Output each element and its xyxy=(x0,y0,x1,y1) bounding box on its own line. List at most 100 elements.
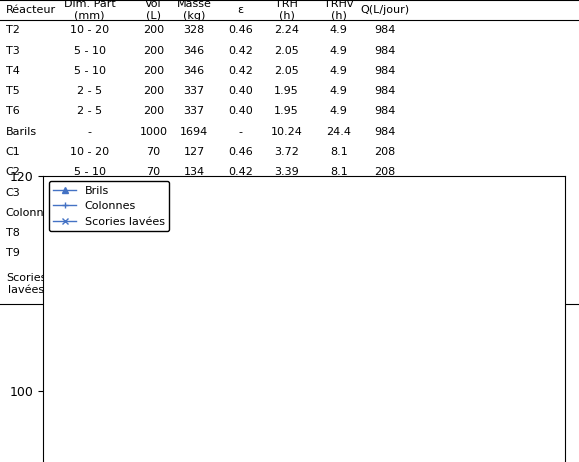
Text: T9: T9 xyxy=(6,249,20,258)
Text: C3: C3 xyxy=(6,188,20,198)
Text: 8.1: 8.1 xyxy=(330,188,347,198)
Text: 200: 200 xyxy=(143,228,164,238)
Text: 200: 200 xyxy=(143,66,164,76)
Text: ε: ε xyxy=(237,5,243,15)
Text: 5 - 10: 5 - 10 xyxy=(74,228,106,238)
Text: 1694: 1694 xyxy=(180,127,208,137)
Text: 328: 328 xyxy=(184,249,204,258)
Text: Vol
(L): Vol (L) xyxy=(145,0,162,21)
Text: 328: 328 xyxy=(184,228,204,238)
Text: 200: 200 xyxy=(143,46,164,55)
Text: 984: 984 xyxy=(375,66,395,76)
Text: 10.34: 10.34 xyxy=(271,208,302,218)
Text: 400: 400 xyxy=(143,279,164,289)
Text: 984: 984 xyxy=(375,127,395,137)
Text: 0.42: 0.42 xyxy=(228,66,252,76)
Text: 0.40: 0.40 xyxy=(228,188,252,198)
Text: 274: 274 xyxy=(375,249,395,258)
Text: 0.46: 0.46 xyxy=(228,228,252,238)
Text: T3: T3 xyxy=(6,46,20,55)
Text: 2 - 5: 2 - 5 xyxy=(77,106,102,116)
Text: 24.4: 24.4 xyxy=(326,127,351,137)
Text: 208: 208 xyxy=(375,208,395,218)
Text: 10 - 20: 10 - 20 xyxy=(70,147,109,157)
Text: -: - xyxy=(88,127,91,137)
Text: 984: 984 xyxy=(375,86,395,96)
Text: 208: 208 xyxy=(375,167,395,177)
Text: 392: 392 xyxy=(184,208,204,218)
Text: 3.72: 3.72 xyxy=(274,147,299,157)
Text: T6: T6 xyxy=(6,106,20,116)
Text: 0.42: 0.42 xyxy=(228,249,252,258)
Text: 2.24: 2.24 xyxy=(274,25,299,36)
Text: Dim. Part
(mm): Dim. Part (mm) xyxy=(64,0,116,21)
Text: 70: 70 xyxy=(146,188,160,198)
Text: 0.40: 0.40 xyxy=(228,106,252,116)
Text: 3.23: 3.23 xyxy=(274,188,299,198)
Text: 346: 346 xyxy=(184,66,204,76)
Text: T4: T4 xyxy=(6,66,20,76)
Legend: Brils, Colonnes, Scories lavées: Brils, Colonnes, Scories lavées xyxy=(49,181,169,231)
Text: Masse
(kg): Masse (kg) xyxy=(177,0,211,21)
Text: TRH
(h): TRH (h) xyxy=(275,0,298,21)
Text: 4.9: 4.9 xyxy=(330,46,347,55)
Text: 8.1: 8.1 xyxy=(330,167,347,177)
Text: 274: 274 xyxy=(375,279,395,289)
Text: 0.46: 0.46 xyxy=(228,25,252,36)
Text: 1.95: 1.95 xyxy=(274,106,299,116)
Text: 5 - 10: 5 - 10 xyxy=(74,46,106,55)
Text: Réacteur: Réacteur xyxy=(6,5,56,15)
Text: C2: C2 xyxy=(6,167,21,177)
Text: 17.5: 17.5 xyxy=(327,249,351,258)
Text: 0.40: 0.40 xyxy=(228,86,252,96)
Text: C1: C1 xyxy=(6,147,20,157)
Text: 3.39: 3.39 xyxy=(274,167,299,177)
Text: 346: 346 xyxy=(184,279,204,289)
Text: -: - xyxy=(239,127,242,137)
Text: 328: 328 xyxy=(184,25,204,36)
Text: 200: 200 xyxy=(143,249,164,258)
Text: 5 - 10: 5 - 10 xyxy=(74,167,106,177)
Text: 274: 274 xyxy=(375,228,395,238)
Text: 984: 984 xyxy=(375,46,395,55)
Text: Colonnes: Colonnes xyxy=(6,208,57,218)
Text: 70: 70 xyxy=(146,147,160,157)
Text: 200: 200 xyxy=(143,25,164,36)
Text: 208: 208 xyxy=(375,147,395,157)
Text: Q(L/jour): Q(L/jour) xyxy=(361,5,409,15)
Text: 337: 337 xyxy=(184,86,204,96)
Text: 1000: 1000 xyxy=(140,127,167,137)
Text: TRHv
(h): TRHv (h) xyxy=(324,0,353,21)
Text: 4.9: 4.9 xyxy=(330,66,347,76)
Text: 15.42: 15.42 xyxy=(270,279,303,289)
Text: 131: 131 xyxy=(184,188,204,198)
Text: 984: 984 xyxy=(375,25,395,36)
Text: 10 - 20: 10 - 20 xyxy=(70,25,109,36)
Text: 35.0: 35.0 xyxy=(327,279,351,289)
Text: 2 - 5: 2 - 5 xyxy=(77,188,102,198)
Text: 8.1: 8.1 xyxy=(330,147,347,157)
Text: 24.2: 24.2 xyxy=(326,208,351,218)
Text: 0.46: 0.46 xyxy=(228,147,252,157)
Text: 5 - 10: 5 - 10 xyxy=(74,249,106,258)
Text: 8.06: 8.06 xyxy=(274,228,299,238)
Text: 2.05: 2.05 xyxy=(274,46,299,55)
Text: 4.9: 4.9 xyxy=(330,25,347,36)
Text: Scories
lavées: Scories lavées xyxy=(6,273,46,295)
Text: -: - xyxy=(239,279,242,289)
Text: 4.9: 4.9 xyxy=(330,106,347,116)
Text: 2 - 5: 2 - 5 xyxy=(77,86,102,96)
Text: 134: 134 xyxy=(184,167,204,177)
Text: 10.24: 10.24 xyxy=(270,127,303,137)
Text: 2.05: 2.05 xyxy=(274,66,299,76)
Text: 210: 210 xyxy=(143,208,164,218)
Text: -: - xyxy=(88,208,91,218)
Text: 0.42: 0.42 xyxy=(228,46,252,55)
Text: 17.5: 17.5 xyxy=(327,228,351,238)
Text: -: - xyxy=(88,279,91,289)
Text: T5: T5 xyxy=(6,86,20,96)
Text: 5 - 10: 5 - 10 xyxy=(74,66,106,76)
Text: 1.95: 1.95 xyxy=(274,86,299,96)
Text: 200: 200 xyxy=(143,106,164,116)
Text: 984: 984 xyxy=(375,106,395,116)
